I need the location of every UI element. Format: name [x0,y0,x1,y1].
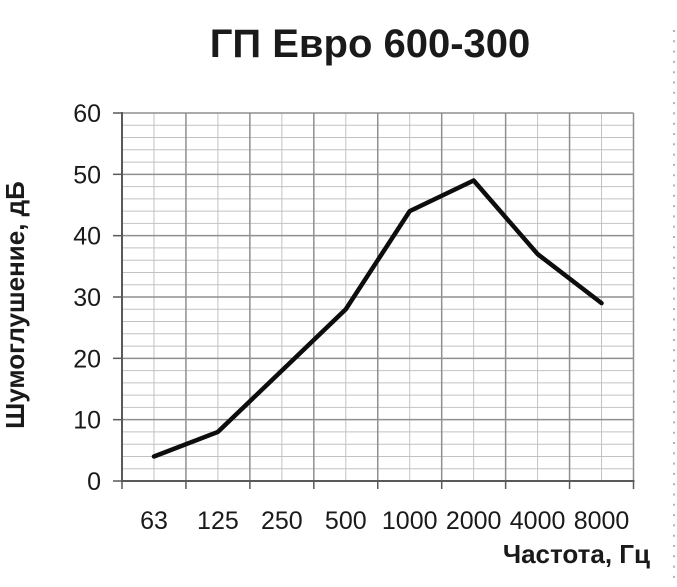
y-tick-label: 60 [73,100,101,128]
y-tick-label: 10 [73,407,101,435]
axis-tick-labels: 0 10 20 30 40 50 60 63 125 250 500 1000 2000 4000 8000 [73,100,629,535]
x-tick-label: 8000 [574,507,630,535]
data-series-line [151,178,604,459]
y-tick-label: 20 [73,345,101,373]
y-axis-title: Шумоглушение, дБ [0,181,30,429]
y-tick-label: 30 [73,284,101,312]
y-tick-label: 50 [73,161,101,189]
y-tick-label: 0 [87,468,101,496]
gridlines-major [122,112,635,481]
x-axis-title: Частота, Гц [503,539,650,569]
x-tick-label: 250 [261,507,303,535]
chart-title: ГП Евро 600-300 [210,22,531,66]
x-tick-label: 500 [325,507,367,535]
x-tick-label: 125 [197,507,239,535]
x-tick-label: 1000 [382,507,438,535]
attenuation-curve [151,178,604,459]
y-tick-label: 40 [73,223,101,251]
axis-tick-marks [113,112,635,489]
x-tick-label: 2000 [446,507,502,535]
x-tick-label: 63 [140,507,168,535]
x-tick-label: 4000 [510,507,566,535]
